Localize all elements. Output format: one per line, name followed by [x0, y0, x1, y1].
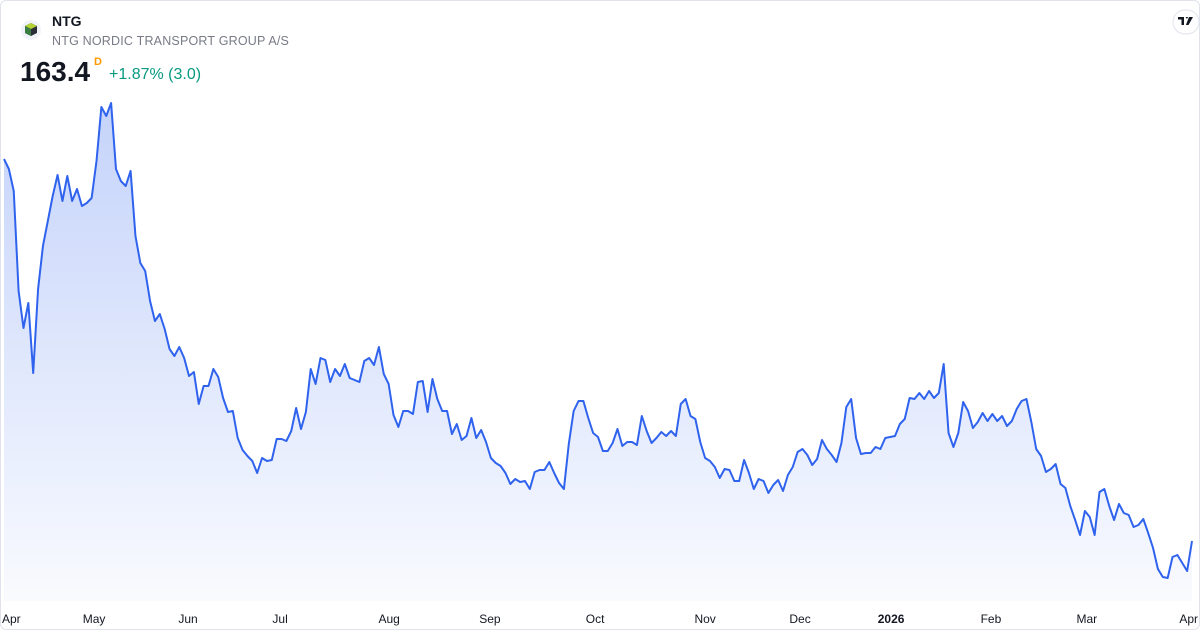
price: 163.4	[20, 56, 91, 87]
x-tick-label: Mar	[1076, 612, 1097, 626]
x-tick-label: Oct	[586, 612, 605, 626]
x-tick-label: Jul	[272, 612, 287, 626]
area-fill	[4, 103, 1192, 601]
x-tick-label: Apr	[2, 612, 21, 626]
company-name: NTG NORDIC TRANSPORT GROUP A/S	[52, 34, 290, 48]
x-tick-label: Nov	[694, 612, 715, 626]
price-change: +1.87% (3.0)	[109, 66, 202, 83]
interval: D	[94, 56, 102, 68]
x-tick-label: May	[83, 612, 106, 626]
x-tick-label: 2026	[878, 612, 905, 626]
price-line	[3, 102, 1193, 579]
tradingview-logo	[1172, 9, 1199, 35]
x-tick-label: Jun	[178, 612, 197, 626]
symbol: NTG	[52, 13, 82, 29]
x-tick-label: Dec	[789, 612, 810, 626]
x-tick-label: Aug	[378, 612, 399, 626]
x-tick-label: Feb	[981, 612, 1002, 626]
x-tick-label: Apr	[1179, 612, 1198, 626]
symbol-logo	[21, 20, 41, 40]
x-tick-label: Sep	[479, 612, 501, 626]
